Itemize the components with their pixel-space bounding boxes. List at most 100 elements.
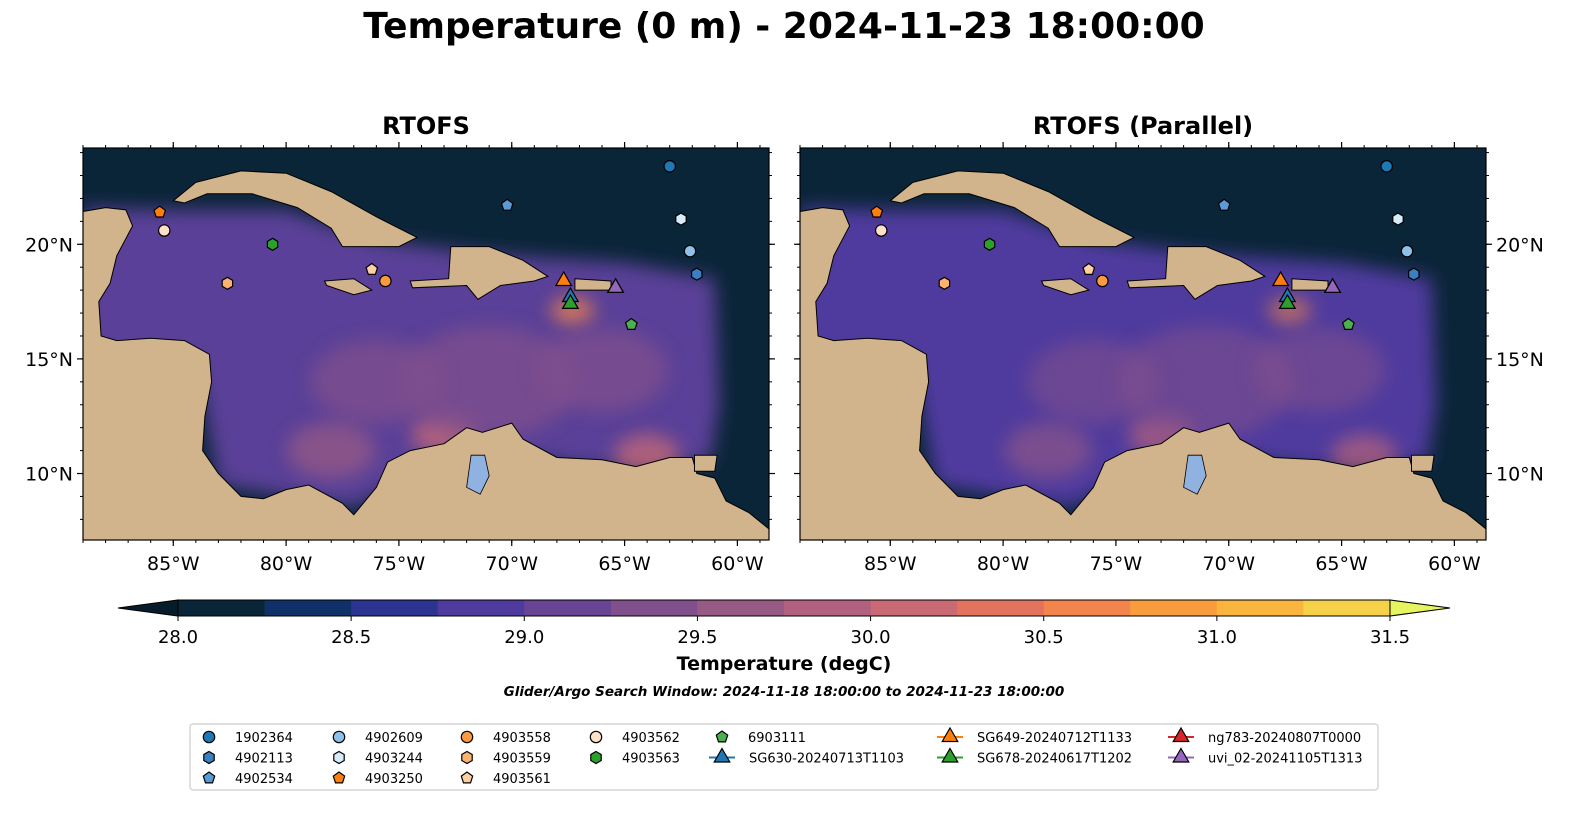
lon-tick-label: 65°W — [1315, 553, 1368, 575]
marker-4902113 — [690, 267, 703, 281]
marker-4902534 — [1217, 198, 1231, 211]
legend-marker-triangle — [941, 726, 959, 743]
land-2 — [409, 246, 550, 300]
legend-label: 4903563 — [622, 752, 680, 767]
legend-item: 4902113 — [203, 750, 293, 767]
legend-label: 4902113 — [235, 752, 293, 767]
marker-uvi_02-20241105T1313 — [1323, 277, 1342, 293]
colorbar-tick-label: 31.5 — [1370, 627, 1410, 648]
legend-marker-triangle — [1172, 747, 1190, 763]
lon-tick-label: 85°W — [864, 553, 917, 575]
colorbar-extend-max — [1389, 599, 1451, 617]
marker-4902609 — [1400, 244, 1414, 258]
marker-4902609 — [683, 244, 697, 258]
legend-marker-triangle — [713, 747, 731, 763]
colorbar-bin — [351, 600, 439, 616]
map-frame — [799, 147, 1487, 541]
legend-label: 4903562 — [622, 731, 680, 746]
lon-tick-label: 75°W — [1090, 553, 1143, 575]
colorbar-bin — [957, 600, 1045, 616]
legend-item: SG649-20240712T1133 — [937, 726, 1132, 746]
warm-eddy — [1253, 328, 1386, 413]
lat-tick-label: 15°N — [1496, 349, 1544, 371]
legend-marker-circle — [589, 730, 603, 744]
lake-maracaibo — [466, 454, 490, 495]
colorbar-bin — [610, 600, 698, 616]
search-window-text: Glider/Argo Search Window: 2024-11-18 18… — [503, 684, 1065, 700]
marker-4903561 — [1082, 262, 1096, 275]
warm-eddy — [310, 339, 443, 424]
map-content — [83, 148, 769, 540]
marker-4903562 — [874, 224, 888, 237]
marker-SG649-20240712T1133 — [554, 270, 573, 287]
legend-item: uvi_02-20241105T1313 — [1168, 747, 1362, 767]
marker-uvi_02-20241105T1313 — [606, 277, 625, 293]
legend-item: ng783-20240807T0000 — [1168, 726, 1361, 746]
legend-label: SG649-20240712T1133 — [977, 731, 1132, 746]
legend-marker-hexagon — [203, 750, 215, 765]
legend-marker-circle — [332, 730, 346, 744]
legend-label: 4902534 — [235, 772, 293, 787]
legend-item: 4902534 — [202, 771, 293, 787]
marker-4903562 — [157, 224, 171, 237]
colorbar-bin — [264, 600, 352, 616]
lon-tick-label: 75°W — [373, 553, 426, 575]
colorbar-label: Temperature (degC) — [676, 653, 892, 675]
legend-item: 6903111 — [715, 730, 806, 746]
marker-4903563 — [983, 237, 996, 251]
legend-marker-triangle — [1172, 726, 1190, 743]
marker-SG678-20240617T1202 — [561, 293, 580, 309]
map-panel-rtofs-parallel: 85°W 80°W 75°W 70°W 65°W 60°W 10°N 15°N 20°N — [794, 142, 1544, 575]
legend: 1902364 4902113 4902534 4902609 4903244 49032… — [189, 723, 1379, 791]
legend-marker-pentagon — [332, 771, 346, 784]
colorbar-bin — [178, 600, 266, 616]
legend-marker-triangle — [941, 747, 959, 763]
legend-label: SG630-20240713T1103 — [749, 752, 904, 767]
lat-tick-label: 15°N — [25, 349, 73, 371]
legend-item: 4903244 — [333, 750, 423, 767]
land-1 — [172, 170, 419, 248]
colorbar-bin — [437, 600, 525, 616]
marker-1902364 — [663, 160, 677, 173]
colorbar-tick-label: 28.0 — [158, 627, 198, 648]
colorbar-extend-min — [117, 599, 179, 617]
land-4 — [574, 278, 612, 291]
legend-label: 4903558 — [493, 731, 551, 746]
warm-eddy — [1027, 339, 1160, 424]
legend-label: 4903561 — [493, 772, 551, 787]
colorbar-bin — [697, 600, 785, 616]
marker-4903250 — [153, 205, 167, 218]
map-panel-rtofs: 85°W 80°W 75°W 70°W 65°W 60°W 10°N 15°N 20°N — [25, 142, 775, 575]
legend-item: 4903561 — [460, 771, 551, 787]
warm-eddy — [550, 296, 595, 325]
warm-eddy — [401, 325, 578, 438]
marker-SG678-20240617T1202 — [1278, 293, 1297, 309]
land-5 — [1411, 454, 1435, 472]
legend-marker-hexagon — [590, 750, 602, 765]
colorbar-bin — [1043, 600, 1131, 616]
lon-tick-label: 85°W — [147, 553, 200, 575]
marker-4903244 — [675, 212, 687, 226]
colorbar-tick-label: 31.0 — [1197, 627, 1237, 648]
legend-label: SG678-20240617T1202 — [977, 752, 1132, 767]
colorbar-frame — [177, 599, 1391, 617]
colorbar-bin — [1303, 600, 1391, 616]
warm-eddy — [536, 328, 669, 413]
legend-marker-circle — [460, 730, 474, 744]
colorbar-bin — [1130, 600, 1218, 616]
lat-tick-label: 20°N — [1496, 234, 1544, 256]
legend-item: 4902609 — [332, 730, 423, 746]
warm-eddy — [1267, 296, 1312, 325]
colorbar-bin — [784, 600, 872, 616]
marker-4902534 — [500, 198, 514, 211]
legend-label: 4903244 — [365, 752, 423, 767]
legend-marker-hexagon — [461, 750, 473, 765]
lon-tick-label: 65°W — [598, 553, 651, 575]
lat-tick-label: 10°N — [25, 464, 73, 486]
colorbar-bin — [524, 600, 612, 616]
marker-6903111 — [624, 317, 638, 330]
colorbar: 28.0 28.5 29.0 29.5 30.0 30.5 31.0 31.5 — [117, 599, 1451, 648]
warm-eddy — [287, 422, 376, 479]
legend-item: 4903558 — [460, 730, 551, 746]
